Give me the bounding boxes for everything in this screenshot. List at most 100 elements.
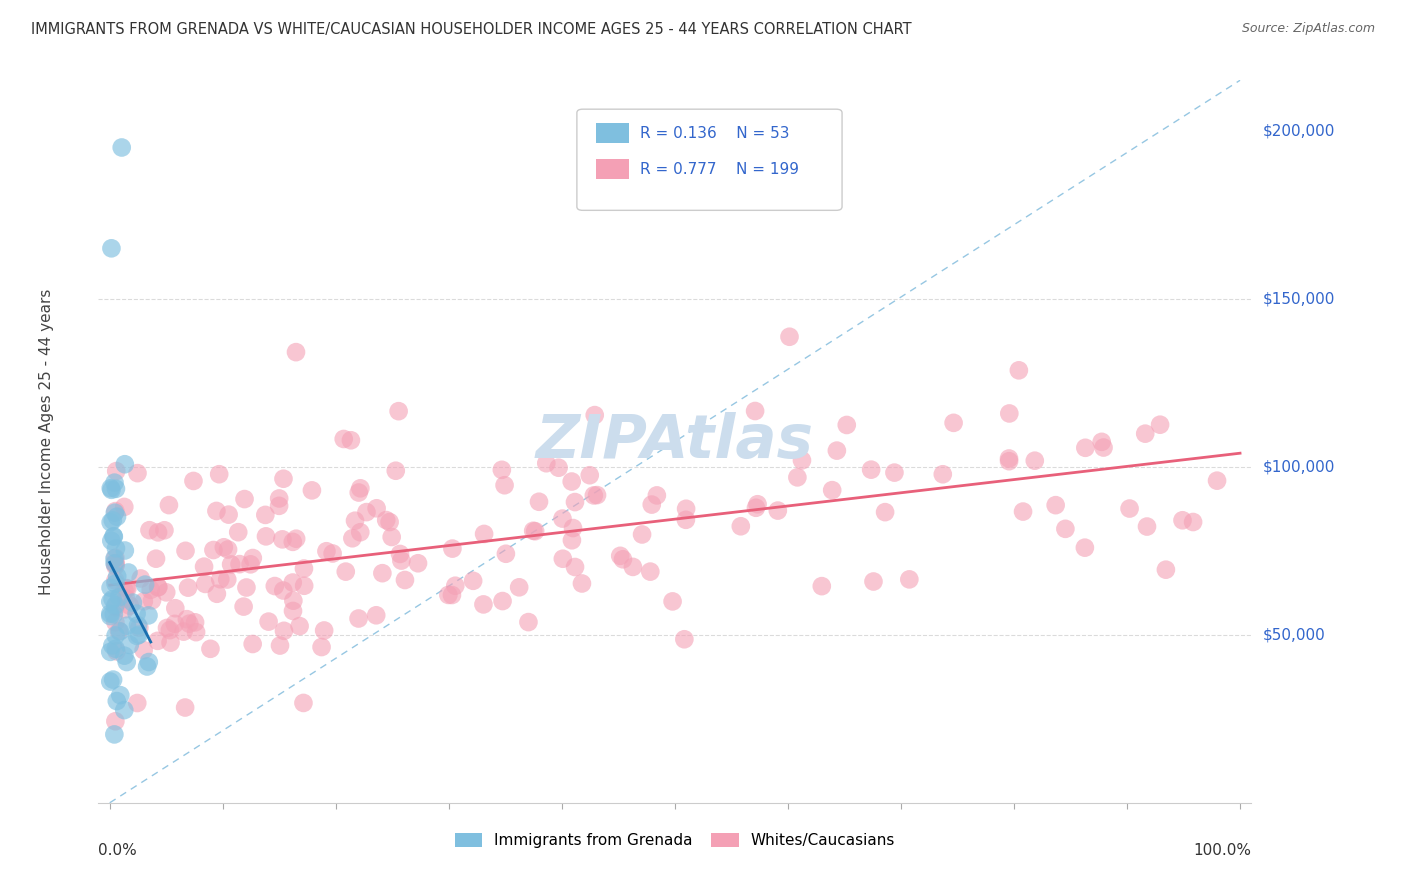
Point bbox=[495, 547, 517, 561]
Point bbox=[281, 604, 304, 618]
Point bbox=[583, 408, 606, 422]
Point bbox=[232, 599, 254, 614]
Text: $50,000: $50,000 bbox=[1263, 627, 1326, 642]
Text: R = 0.136    N = 53: R = 0.136 N = 53 bbox=[640, 126, 790, 141]
Point bbox=[1012, 505, 1035, 519]
Point bbox=[366, 501, 388, 516]
Point bbox=[744, 404, 766, 418]
Point bbox=[342, 531, 364, 545]
Point bbox=[242, 551, 264, 566]
Point bbox=[1074, 441, 1097, 455]
FancyBboxPatch shape bbox=[576, 109, 842, 211]
Point bbox=[612, 552, 634, 566]
Point bbox=[437, 588, 460, 602]
Point bbox=[114, 457, 136, 471]
Point bbox=[332, 432, 354, 446]
Point bbox=[508, 580, 530, 594]
Point bbox=[571, 576, 593, 591]
Point bbox=[527, 495, 550, 509]
Point bbox=[103, 727, 125, 741]
Point bbox=[212, 541, 235, 555]
Point bbox=[254, 529, 277, 543]
Point bbox=[105, 464, 128, 478]
Point bbox=[108, 591, 131, 605]
Point bbox=[444, 579, 467, 593]
Point bbox=[228, 557, 250, 571]
Point bbox=[129, 571, 152, 585]
Point bbox=[875, 505, 897, 519]
Point bbox=[1054, 522, 1077, 536]
Point bbox=[766, 503, 789, 517]
Point bbox=[117, 582, 139, 596]
Point bbox=[315, 544, 337, 558]
Point bbox=[821, 483, 844, 497]
Point bbox=[103, 529, 125, 543]
Point bbox=[494, 478, 516, 492]
Point bbox=[132, 643, 155, 657]
Point bbox=[146, 633, 169, 648]
Point bbox=[233, 491, 256, 506]
Point bbox=[273, 472, 295, 486]
Point bbox=[115, 591, 138, 606]
Point bbox=[138, 655, 160, 669]
Point bbox=[101, 592, 124, 607]
Point bbox=[747, 497, 769, 511]
Point bbox=[104, 714, 127, 729]
Point bbox=[100, 241, 122, 255]
Point bbox=[134, 577, 156, 591]
Point bbox=[104, 599, 127, 613]
Point bbox=[349, 525, 371, 540]
Point bbox=[271, 583, 294, 598]
Point bbox=[179, 616, 201, 631]
Point bbox=[235, 581, 257, 595]
Point bbox=[105, 694, 128, 708]
Point bbox=[104, 600, 127, 615]
Point bbox=[153, 523, 176, 537]
Point bbox=[301, 483, 323, 498]
Point bbox=[125, 629, 148, 643]
Point bbox=[112, 703, 135, 717]
Point bbox=[112, 583, 135, 598]
Point bbox=[145, 551, 167, 566]
Point bbox=[288, 619, 311, 633]
Point bbox=[127, 466, 149, 480]
Point bbox=[281, 534, 304, 549]
Point bbox=[100, 581, 122, 595]
Point bbox=[269, 491, 291, 506]
Point bbox=[104, 541, 127, 556]
Point bbox=[389, 553, 412, 567]
Point bbox=[105, 509, 128, 524]
Point bbox=[1092, 441, 1115, 455]
Point bbox=[128, 628, 150, 642]
Point bbox=[104, 504, 127, 518]
Point bbox=[730, 519, 752, 533]
Point bbox=[239, 558, 262, 572]
Point bbox=[101, 673, 124, 687]
Point bbox=[115, 655, 138, 669]
Point bbox=[349, 481, 371, 495]
Point bbox=[285, 345, 308, 359]
Point bbox=[193, 559, 215, 574]
Point bbox=[218, 508, 240, 522]
Text: IMMIGRANTS FROM GRENADA VS WHITE/CAUCASIAN HOUSEHOLDER INCOME AGES 25 - 44 YEARS: IMMIGRANTS FROM GRENADA VS WHITE/CAUCASI… bbox=[31, 22, 911, 37]
Point bbox=[202, 543, 225, 558]
Point bbox=[564, 560, 586, 574]
Point bbox=[138, 608, 160, 623]
Text: Source: ZipAtlas.com: Source: ZipAtlas.com bbox=[1241, 22, 1375, 36]
Point bbox=[675, 513, 697, 527]
Point bbox=[311, 640, 333, 654]
Point bbox=[1206, 474, 1229, 488]
Point bbox=[101, 513, 124, 527]
Point bbox=[860, 463, 883, 477]
FancyBboxPatch shape bbox=[596, 123, 628, 143]
Point bbox=[157, 498, 180, 512]
Point bbox=[491, 594, 513, 608]
Point bbox=[127, 618, 149, 632]
Point bbox=[586, 488, 609, 502]
Point bbox=[273, 624, 295, 638]
Point bbox=[340, 434, 363, 448]
Point bbox=[128, 621, 150, 635]
Point bbox=[98, 645, 121, 659]
Point bbox=[1045, 498, 1067, 512]
Point bbox=[104, 574, 127, 588]
